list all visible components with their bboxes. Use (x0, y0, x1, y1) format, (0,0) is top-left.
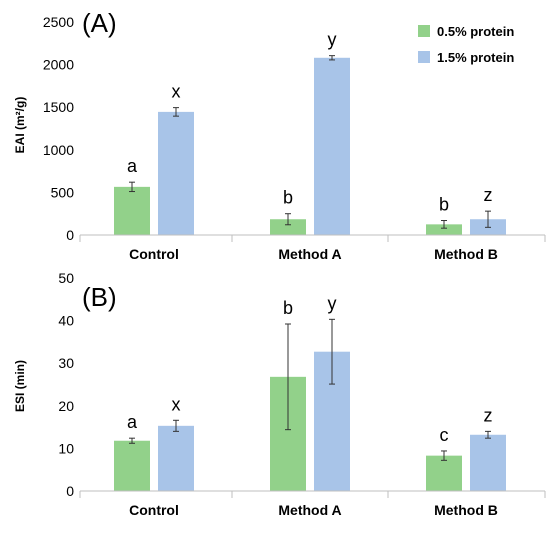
significance-letter-panel-b-control-1.5-protein: x (172, 394, 181, 414)
legend-label-1.5-protein: 1.5% protein (437, 50, 514, 65)
significance-letter-panel-b-method-b-0.5-protein: c (440, 425, 449, 445)
bar-panel-b-control-0.5-protein (114, 440, 150, 491)
significance-letter-panel-a-control-0.5-protein: a (127, 156, 138, 176)
bar-panel-a-method-b-0.5-protein (426, 224, 462, 235)
legend-swatch-1.5-protein (418, 51, 430, 63)
panel-b-category-label-control: Control (129, 502, 179, 518)
panel-b-x-axis: Control Method A Method B (79, 490, 546, 518)
significance-letter-panel-b-method-a-1.5-protein: y (328, 293, 337, 313)
panel-b-category-label-method-b: Method B (434, 502, 498, 518)
panel-a-label: (A) (82, 8, 117, 38)
bar-panel-a-method-a-0.5-protein (270, 219, 306, 235)
panel-a-y-tick-label: 1500 (43, 99, 74, 115)
significance-letter-panel-a-method-a-1.5-protein: y (328, 30, 337, 50)
error-bar-panel-a-method-a-0.5-protein (285, 213, 291, 226)
significance-letter-panel-a-method-a-0.5-protein: b (283, 188, 293, 208)
panel-b-category-label-method-a: Method A (278, 502, 341, 518)
significance-letter-panel-b-method-b-1.5-protein: z (484, 405, 493, 425)
significance-letter-panel-a-method-b-1.5-protein: z (484, 185, 493, 205)
legend: 0.5% protein 1.5% protein (418, 24, 514, 65)
bar-panel-a-control-1.5-protein (158, 111, 194, 235)
panel-a-category-label-method-b: Method B (434, 246, 498, 262)
panel-a: (A) EAI (m²/g) 0 500 1000 1500 2000 2500 a x b y… (13, 8, 546, 262)
error-bar-panel-b-control-0.5-protein (129, 437, 135, 444)
bar-panel-a-method-a-1.5-protein (314, 57, 350, 236)
panel-b-y-tick-label: 30 (58, 355, 74, 371)
error-bar-panel-a-method-b-0.5-protein (441, 220, 447, 229)
panel-b: (B) ESI (min) 0 10 20 30 40 50 a x b y c z Control… (13, 270, 546, 518)
bar-panel-b-method-b-0.5-protein (426, 455, 462, 491)
panel-a-y-tick-label: 0 (66, 227, 74, 243)
panel-b-y-axis-label: ESI (min) (13, 360, 27, 412)
error-bar-panel-b-control-1.5-protein (173, 419, 179, 432)
error-bar-panel-b-method-b-1.5-protein (485, 430, 491, 439)
error-bar-panel-b-method-a-0.5-protein (285, 323, 291, 431)
panel-b-y-tick-label: 10 (58, 440, 74, 456)
panel-a-bars: a x b y b z (114, 30, 506, 236)
significance-letter-panel-a-method-b-0.5-protein: b (439, 195, 449, 215)
legend-swatch-0.5-protein (418, 25, 430, 37)
legend-label-0.5-protein: 0.5% protein (437, 24, 514, 39)
error-bar-panel-b-method-a-1.5-protein (329, 318, 335, 385)
bar-panel-a-control-0.5-protein (114, 186, 150, 235)
panel-a-y-axis-label: EAI (m²/g) (13, 97, 27, 154)
panel-a-category-label-method-a: Method A (278, 246, 341, 262)
error-bar-panel-a-method-b-1.5-protein (485, 210, 491, 228)
panel-b-y-tick-label: 50 (58, 270, 74, 286)
bar-panel-b-method-b-1.5-protein (470, 434, 506, 491)
significance-letter-panel-b-method-a-0.5-protein: b (283, 298, 293, 318)
bar-panel-b-control-1.5-protein (158, 425, 194, 491)
panel-b-bars: a x b y c z (114, 293, 506, 491)
panel-a-category-label-control: Control (129, 246, 179, 262)
panel-a-y-tick-label: 500 (51, 184, 75, 200)
panel-a-y-tick-label: 2500 (43, 14, 74, 30)
error-bar-panel-a-control-0.5-protein (129, 181, 135, 193)
panel-b-label: (B) (82, 282, 117, 312)
panel-b-y-tick-label: 20 (58, 398, 74, 414)
error-bar-panel-b-method-b-0.5-protein (441, 450, 447, 461)
panel-a-y-ticks: 0 500 1000 1500 2000 2500 (43, 14, 74, 243)
panel-b-y-tick-label: 0 (66, 483, 74, 499)
panel-a-y-tick-label: 1000 (43, 142, 74, 158)
panel-b-y-ticks: 0 10 20 30 40 50 (58, 270, 74, 499)
panel-b-y-tick-label: 40 (58, 313, 74, 329)
error-bar-panel-a-control-1.5-protein (173, 107, 179, 117)
panel-a-x-axis: Control Method A Method B (79, 234, 546, 262)
significance-letter-panel-b-control-0.5-protein: a (127, 412, 138, 432)
significance-letter-panel-a-control-1.5-protein: x (172, 82, 181, 102)
panel-a-y-tick-label: 2000 (43, 57, 74, 73)
error-bar-panel-a-method-a-1.5-protein (329, 55, 335, 61)
